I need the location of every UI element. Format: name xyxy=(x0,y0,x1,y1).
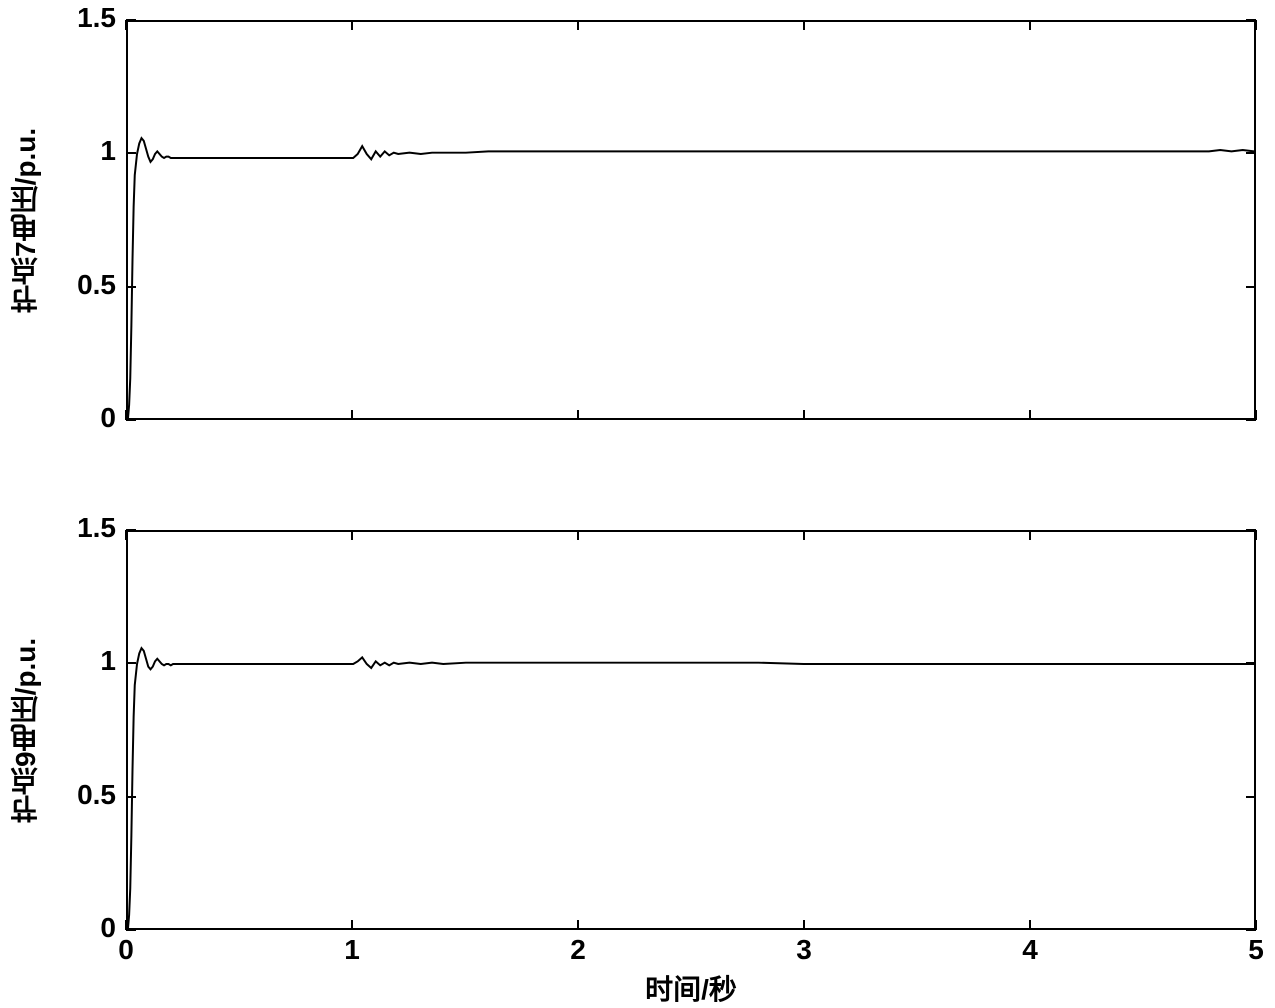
xtick-mark xyxy=(351,920,353,930)
figure-container: 00.511.5节点7电压/p.u.00.511.5012345节点9电压/p.… xyxy=(0,0,1275,1006)
xtick-mark xyxy=(1029,920,1031,930)
xtick-mark xyxy=(125,920,127,930)
xtick-mark xyxy=(1255,920,1257,930)
xtick-mark xyxy=(577,530,579,540)
ytick-mark xyxy=(126,529,136,531)
ytick-mark xyxy=(126,929,136,931)
xtick-label: 2 xyxy=(548,934,608,966)
xtick-mark xyxy=(577,920,579,930)
ytick-label: 1.5 xyxy=(56,512,116,544)
xtick-mark xyxy=(125,410,127,420)
ytick-label: 1 xyxy=(56,645,116,677)
xtick-label: 3 xyxy=(774,934,834,966)
line-node9 xyxy=(128,532,1254,928)
ylabel-node9: 节点9电压/p.u. xyxy=(6,610,46,850)
xtick-mark xyxy=(803,530,805,540)
xtick-mark xyxy=(803,920,805,930)
ytick-mark xyxy=(126,286,136,288)
xtick-mark xyxy=(351,410,353,420)
ytick-label: 0.5 xyxy=(56,779,116,811)
ytick-mark xyxy=(126,19,136,21)
xlabel-node9: 时间/秒 xyxy=(611,968,771,1008)
ytick-label: 0.5 xyxy=(56,269,116,301)
ytick-label: 1 xyxy=(56,135,116,167)
subplot-node9 xyxy=(126,530,1256,930)
xtick-mark xyxy=(803,20,805,30)
ytick-mark xyxy=(1246,286,1256,288)
xtick-mark xyxy=(1029,410,1031,420)
xtick-mark xyxy=(125,20,127,30)
xtick-label: 4 xyxy=(1000,934,1060,966)
xtick-mark xyxy=(1255,530,1257,540)
xtick-mark xyxy=(577,410,579,420)
xtick-label: 1 xyxy=(322,934,382,966)
line-node7 xyxy=(128,22,1254,418)
xtick-mark xyxy=(803,410,805,420)
ylabel-node7: 节点7电压/p.u. xyxy=(6,100,46,340)
ytick-mark xyxy=(126,796,136,798)
xtick-mark xyxy=(1255,20,1257,30)
ytick-label: 0 xyxy=(56,402,116,434)
ytick-mark xyxy=(126,152,136,154)
xtick-mark xyxy=(1029,20,1031,30)
xtick-label: 5 xyxy=(1226,934,1275,966)
xtick-mark xyxy=(125,530,127,540)
subplot-node7 xyxy=(126,20,1256,420)
xtick-mark xyxy=(351,20,353,30)
ytick-mark xyxy=(126,419,136,421)
xtick-mark xyxy=(1029,530,1031,540)
xtick-label: 0 xyxy=(96,934,156,966)
ytick-mark xyxy=(1246,662,1256,664)
xtick-mark xyxy=(351,530,353,540)
xtick-mark xyxy=(1255,410,1257,420)
ytick-mark xyxy=(1246,796,1256,798)
ytick-label: 1.5 xyxy=(56,2,116,34)
ytick-mark xyxy=(1246,152,1256,154)
ytick-mark xyxy=(126,662,136,664)
xtick-mark xyxy=(577,20,579,30)
